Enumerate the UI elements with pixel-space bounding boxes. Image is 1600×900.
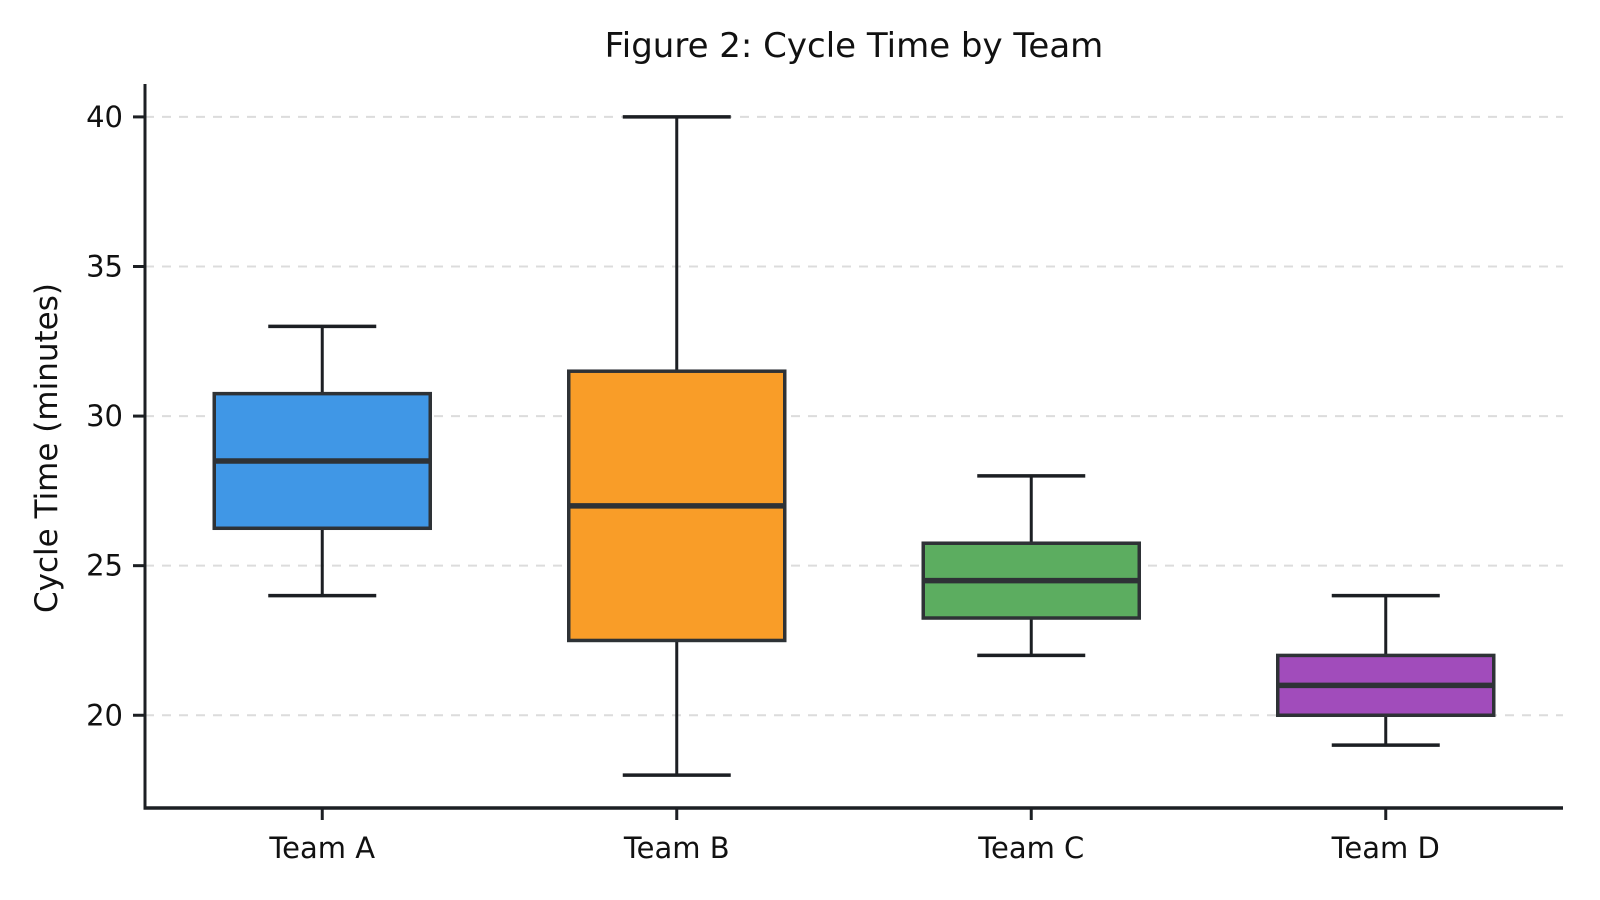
x-tick-label-team-a: Team A [268,831,375,865]
y-tick-label-40: 40 [86,100,123,134]
boxplot-team-b [567,115,787,777]
y-tick-label-25: 25 [86,549,123,583]
boxplot-team-d [1276,593,1496,747]
y-axis: 20 25 30 35 40 [86,100,145,732]
boxplot-team-a [212,324,432,598]
y-tick-label-35: 35 [86,249,123,283]
x-tick-label-team-d: Team D [1331,831,1440,865]
x-tick-label-team-b: Team B [623,831,730,865]
x-tick-label-team-c: Team C [977,831,1084,865]
x-axis: Team A Team B Team C Team D [268,808,1440,865]
axes-spines [143,84,1563,810]
boxplot-team-c [921,474,1141,658]
y-tick-label-20: 20 [86,698,123,732]
y-tick-label-30: 30 [86,399,123,433]
chart-title: Figure 2: Cycle Time by Team [604,26,1104,66]
